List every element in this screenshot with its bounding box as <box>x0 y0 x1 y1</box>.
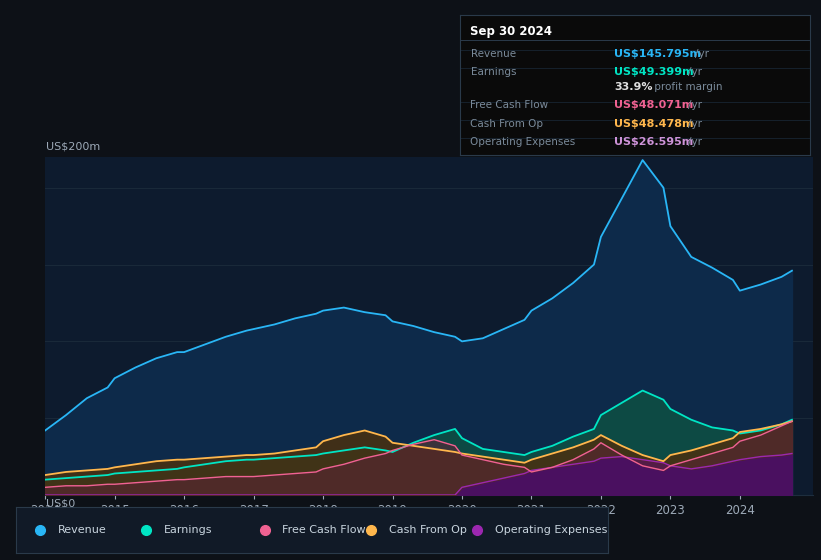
Text: US$48.478m: US$48.478m <box>614 119 694 129</box>
Text: Free Cash Flow: Free Cash Flow <box>282 525 366 535</box>
Text: US$49.399m: US$49.399m <box>614 67 694 77</box>
Text: US$0: US$0 <box>46 498 76 508</box>
Text: Earnings: Earnings <box>470 67 516 77</box>
Text: US$26.595m: US$26.595m <box>614 137 693 147</box>
Text: /yr: /yr <box>687 119 701 129</box>
Text: Operating Expenses: Operating Expenses <box>495 525 608 535</box>
Text: Cash From Op: Cash From Op <box>470 119 544 129</box>
Text: /yr: /yr <box>695 49 709 59</box>
Text: Free Cash Flow: Free Cash Flow <box>470 100 548 110</box>
Text: Earnings: Earnings <box>164 525 213 535</box>
Text: Sep 30 2024: Sep 30 2024 <box>470 25 553 38</box>
Text: 33.9%: 33.9% <box>614 82 653 92</box>
Text: /yr: /yr <box>687 137 701 147</box>
Text: US$48.071m: US$48.071m <box>614 100 693 110</box>
Text: Revenue: Revenue <box>57 525 107 535</box>
Text: Cash From Op: Cash From Op <box>389 525 466 535</box>
Text: /yr: /yr <box>687 67 701 77</box>
Text: Operating Expenses: Operating Expenses <box>470 137 576 147</box>
Text: Revenue: Revenue <box>470 49 516 59</box>
Text: US$200m: US$200m <box>46 142 100 152</box>
Text: profit margin: profit margin <box>651 82 722 92</box>
Text: US$145.795m: US$145.795m <box>614 49 701 59</box>
Text: /yr: /yr <box>687 100 701 110</box>
